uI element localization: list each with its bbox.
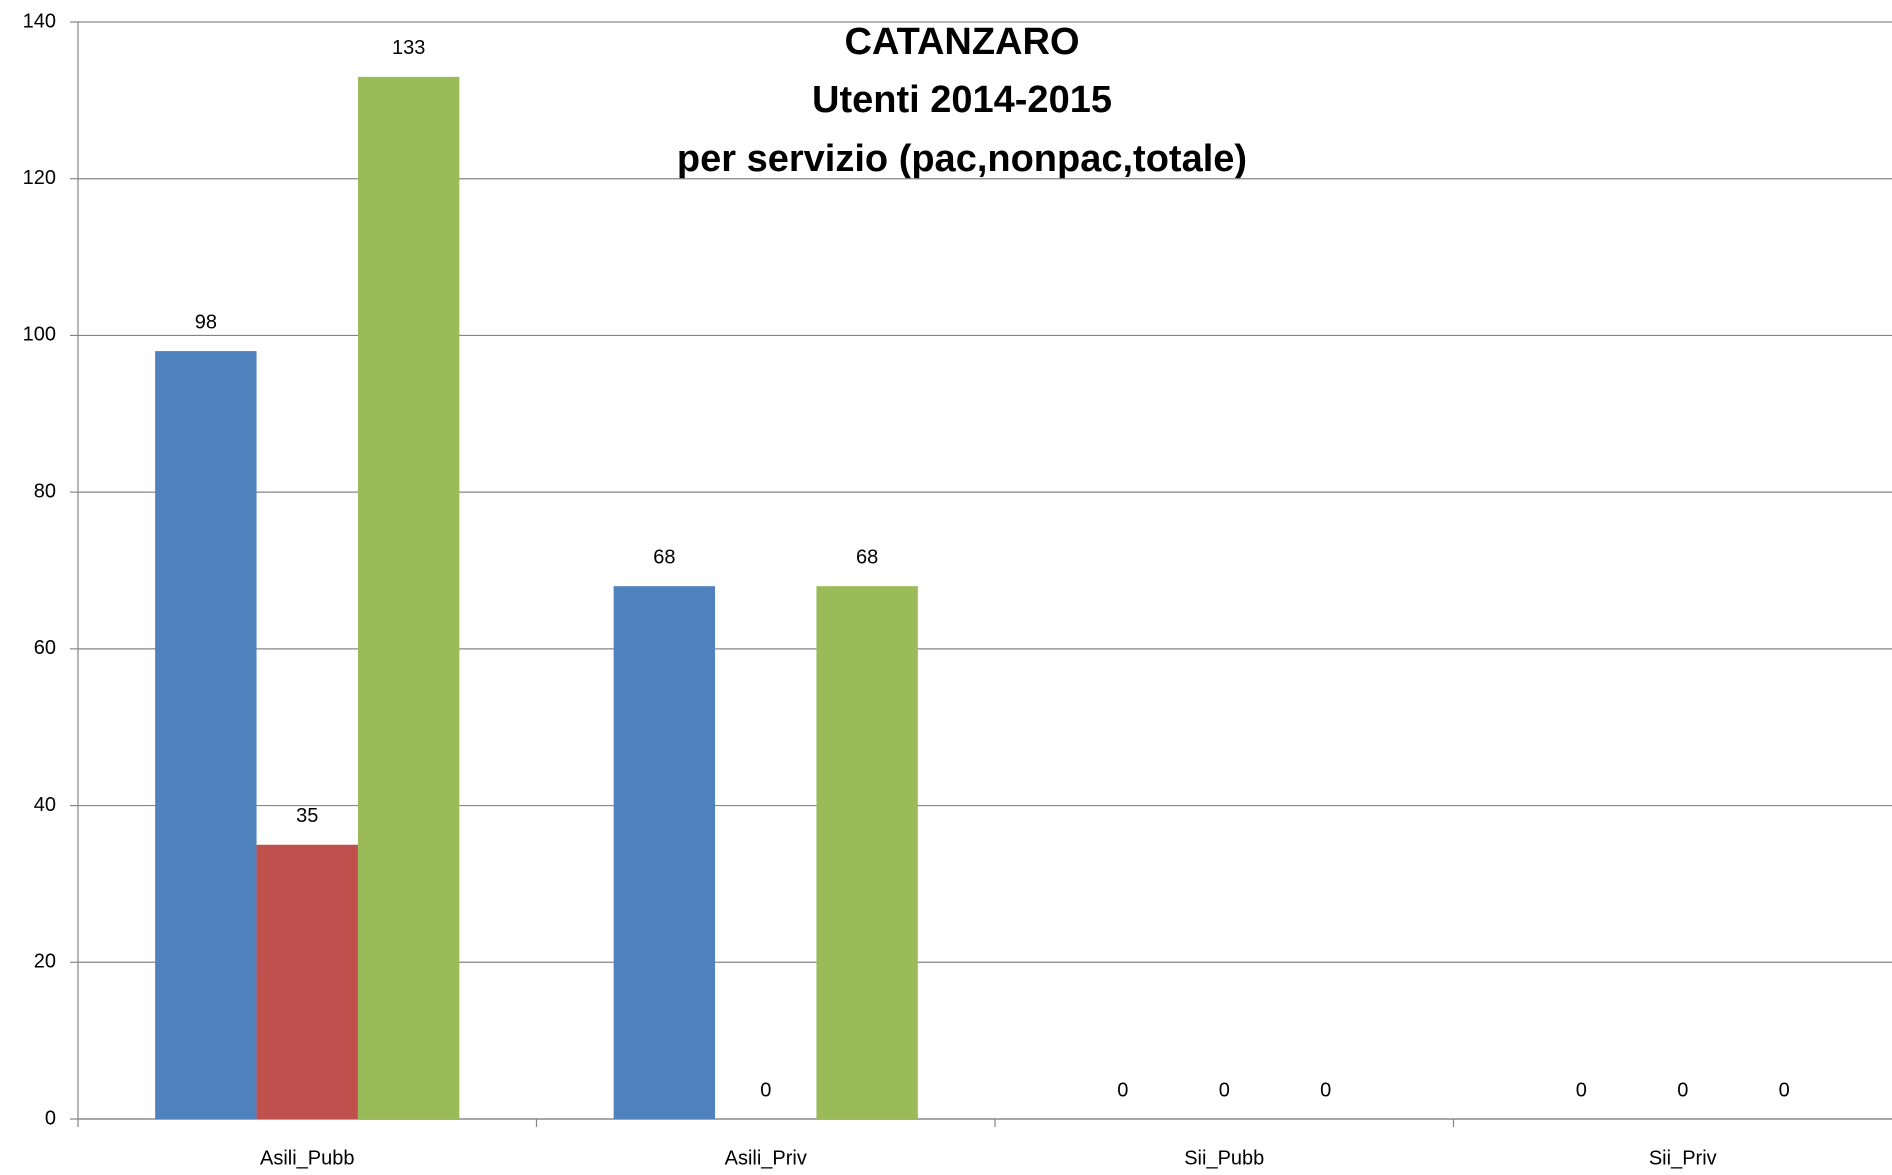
data-label: 0	[1779, 1079, 1790, 1101]
y-tick-label: 80	[34, 480, 56, 502]
y-tick-label: 120	[23, 167, 56, 189]
data-label: 68	[653, 546, 675, 568]
x-tick-label: Sii_Pubb	[1184, 1147, 1264, 1169]
chart-title: CATANZARO	[845, 21, 1080, 63]
bar	[357, 76, 460, 1120]
data-label: 98	[195, 311, 217, 333]
y-tick-label: 20	[34, 951, 56, 973]
y-tick-label: 140	[23, 10, 56, 32]
y-tick-label: 40	[34, 794, 56, 816]
data-label: 0	[1320, 1079, 1331, 1101]
x-tick-label: Asili_Pubb	[260, 1147, 355, 1169]
data-label: 68	[856, 546, 878, 568]
y-tick-label: 60	[34, 637, 56, 659]
bar	[155, 351, 257, 1120]
data-label: 0	[1219, 1079, 1230, 1101]
bar	[256, 844, 358, 1119]
data-label: 0	[1117, 1079, 1128, 1101]
x-tick-label: Sii_Priv	[1649, 1147, 1717, 1169]
data-label: 0	[1576, 1079, 1587, 1101]
data-label: 0	[760, 1079, 771, 1101]
bar	[613, 586, 716, 1119]
chart-title: per servizio (pac,nonpac,totale)	[677, 138, 1247, 180]
y-tick-label: 0	[45, 1107, 56, 1129]
x-tick-label: Asili_Priv	[725, 1147, 807, 1169]
chart-title: Utenti 2014-2015	[812, 79, 1112, 121]
data-label: 0	[1677, 1079, 1688, 1101]
y-tick-label: 100	[23, 324, 56, 346]
data-label: 35	[296, 805, 318, 827]
data-label: 133	[392, 37, 425, 59]
bar	[816, 586, 918, 1119]
